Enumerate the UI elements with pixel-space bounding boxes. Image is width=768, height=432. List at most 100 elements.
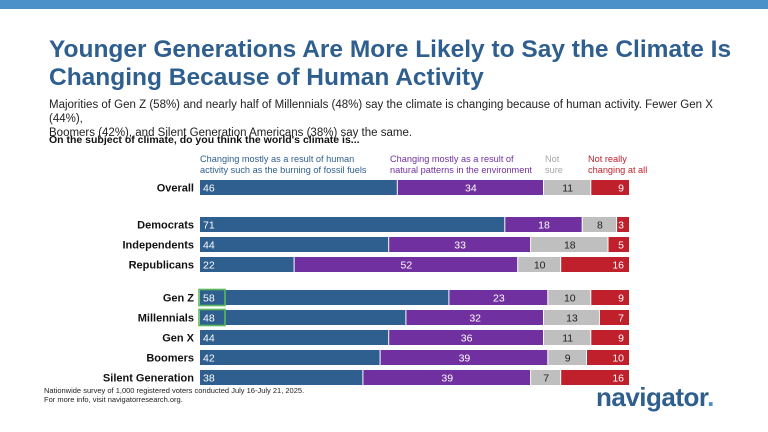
legend-natural-line-2: natural patterns in the environment (390, 165, 532, 175)
value-label-independents-natural: 33 (454, 240, 466, 252)
bar-millennials-not_changing (599, 310, 629, 325)
value-label-silent-generation-human: 38 (203, 373, 215, 385)
bar-independents-human (200, 237, 389, 252)
bar-democrats-natural (505, 217, 582, 232)
subtitle-line-1: Majorities of Gen Z (58%) and nearly hal… (49, 99, 713, 125)
bar-democrats-not_changing (617, 217, 629, 232)
bar-republicans-not_sure (518, 257, 561, 272)
bar-republicans-natural (294, 257, 518, 272)
value-label-overall-not_changing: 9 (618, 183, 624, 195)
title-line-2: Changing Because of Human Activity (49, 64, 484, 91)
logo-text: navigator (596, 382, 708, 412)
highlight-box-millennials (198, 308, 226, 327)
legend-natural-line-1: Changing mostly as a result of (390, 154, 514, 164)
row-label-overall: Overall (157, 183, 194, 195)
page-title: Younger Generations Are More Likely to S… (49, 36, 749, 92)
row-label-silent-generation: Silent Generation (103, 373, 194, 385)
top-accent-bar (0, 0, 768, 9)
title-line-1: Younger Generations Are More Likely to S… (49, 36, 732, 63)
bar-gen-z-not_sure (548, 290, 591, 305)
bar-silent-generation-not_changing (561, 370, 629, 385)
value-label-boomers-not_changing: 10 (612, 353, 624, 365)
value-label-gen-z-not_changing: 9 (618, 293, 624, 305)
bar-independents-natural (389, 237, 531, 252)
bar-boomers-natural (380, 350, 548, 365)
footnote: Nationwide survey of 1,000 registered vo… (44, 386, 304, 404)
bar-millennials-not_sure (544, 310, 599, 325)
legend-not_sure-line-2: sure (545, 165, 563, 175)
row-label-independents: Independents (122, 240, 194, 252)
legend-human-line-2: activity such as the burning of fossil f… (200, 165, 367, 175)
bar-millennials-human (200, 310, 406, 325)
value-label-silent-generation-not_changing: 16 (612, 373, 624, 385)
value-label-gen-z-not_sure: 10 (564, 293, 576, 305)
legend-not_changing-line-2: changing at all (588, 165, 647, 175)
value-label-republicans-not_changing: 16 (612, 260, 624, 272)
bar-overall-human (200, 180, 397, 195)
bar-democrats-human (200, 217, 505, 232)
value-label-independents-not_changing: 5 (618, 240, 624, 252)
value-label-millennials-not_sure: 13 (566, 313, 578, 325)
survey-question: On the subject of climate, do you think … (49, 134, 360, 146)
bar-overall-natural (397, 180, 543, 195)
row-label-gen-x: Gen X (162, 333, 194, 345)
row-label-democrats: Democrats (137, 220, 194, 232)
logo-dot: . (707, 382, 714, 412)
value-label-silent-generation-natural: 39 (441, 373, 453, 385)
value-label-millennials-human: 48 (203, 313, 215, 325)
bar-gen-x-human (200, 330, 389, 345)
bar-overall-not_changing (591, 180, 629, 195)
value-label-democrats-not_sure: 8 (597, 220, 603, 232)
bar-millennials-natural (406, 310, 543, 325)
value-label-boomers-human: 42 (203, 353, 215, 365)
legend-not_sure-line-1: Not (545, 154, 560, 164)
bar-gen-x-not_changing (591, 330, 629, 345)
value-label-overall-natural: 34 (465, 183, 477, 195)
highlight-box-gen-z (198, 288, 226, 307)
bar-overall-not_sure (544, 180, 591, 195)
bar-silent-generation-not_sure (531, 370, 561, 385)
bar-boomers-human (200, 350, 380, 365)
row-label-gen-z: Gen Z (163, 293, 194, 305)
value-label-republicans-not_sure: 10 (534, 260, 546, 272)
value-label-gen-x-not_changing: 9 (618, 333, 624, 345)
bar-independents-not_sure (531, 237, 608, 252)
page-subtitle: Majorities of Gen Z (58%) and nearly hal… (49, 98, 749, 140)
value-label-boomers-natural: 39 (459, 353, 471, 365)
value-label-democrats-human: 71 (203, 220, 215, 232)
value-label-boomers-not_sure: 9 (565, 353, 571, 365)
row-label-millennials: Millennials (138, 313, 194, 325)
legend-not_changing-line-1: Not really (588, 154, 627, 164)
value-label-republicans-human: 22 (203, 260, 215, 272)
navigator-logo: navigator. (596, 382, 714, 413)
value-label-millennials-not_changing: 7 (618, 313, 624, 325)
bar-gen-x-natural (389, 330, 543, 345)
value-label-democrats-natural: 18 (538, 220, 550, 232)
bar-boomers-not_sure (548, 350, 586, 365)
bar-independents-not_changing (608, 237, 629, 252)
bar-silent-generation-human (200, 370, 363, 385)
value-label-democrats-not_changing: 3 (618, 220, 624, 232)
value-label-overall-human: 46 (203, 183, 215, 195)
value-label-overall-not_sure: 11 (562, 183, 573, 195)
bar-gen-z-not_changing (591, 290, 629, 305)
value-label-gen-x-natural: 36 (461, 333, 473, 345)
row-label-republicans: Republicans (129, 260, 194, 272)
footnote-line-2: For more info, visit navigatorresearch.o… (44, 395, 183, 404)
bar-republicans-human (200, 257, 294, 272)
row-label-boomers: Boomers (146, 353, 194, 365)
bar-republicans-not_changing (561, 257, 629, 272)
bar-gen-z-human (200, 290, 449, 305)
subtitle-line-2: Boomers (42%), and Silent Generation Ame… (49, 127, 413, 139)
bar-boomers-not_changing (587, 350, 629, 365)
value-label-silent-generation-not_sure: 7 (543, 373, 549, 385)
bar-democrats-not_sure (582, 217, 617, 232)
value-label-republicans-natural: 52 (401, 260, 413, 272)
bar-gen-x-not_sure (544, 330, 591, 345)
value-label-gen-x-not_sure: 11 (562, 333, 573, 345)
bar-gen-z-natural (449, 290, 548, 305)
value-label-independents-human: 44 (203, 240, 215, 252)
legend-human-line-1: Changing mostly as a result of human (200, 154, 354, 164)
footnote-line-1: Nationwide survey of 1,000 registered vo… (44, 386, 305, 395)
